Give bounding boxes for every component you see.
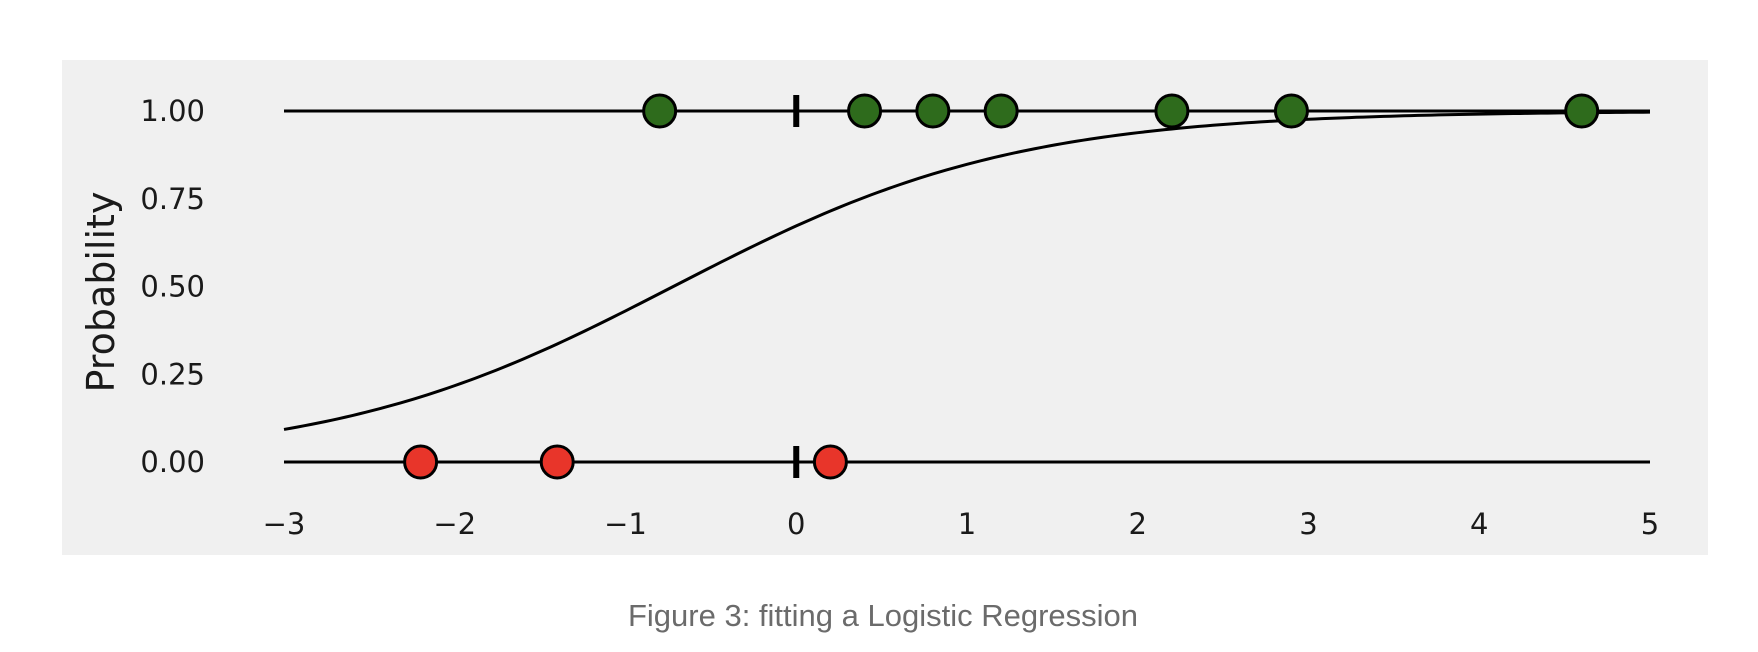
positive-point xyxy=(1273,93,1309,129)
class-lines xyxy=(284,109,1650,464)
x-tick-label: −1 xyxy=(604,507,647,541)
positive-point xyxy=(1564,93,1600,129)
negative-point xyxy=(403,444,439,480)
figure-caption: Figure 3: fitting a Logistic Regression xyxy=(628,598,1138,633)
y-tick-label: 0.25 xyxy=(140,357,205,391)
x-tick-label: 5 xyxy=(1641,507,1659,541)
negative-point xyxy=(539,444,575,480)
x-tick-label: 3 xyxy=(1299,507,1317,541)
positive-point xyxy=(983,93,1019,129)
x-tick-labels: −3 −2 −1 0 1 2 3 4 5 xyxy=(263,507,1660,541)
sigmoid-curve xyxy=(283,110,1651,431)
x-tick-label: 0 xyxy=(787,507,805,541)
y-tick-label: 0.00 xyxy=(140,445,205,479)
x-tick-label: −3 xyxy=(263,507,306,541)
y-tick-label: 1.00 xyxy=(140,94,205,128)
positive-point xyxy=(1154,93,1190,129)
y-tick-labels: 0.00 0.25 0.50 0.75 1.00 xyxy=(140,94,205,479)
y-tick-label: 0.75 xyxy=(140,182,205,216)
x-tick-label: 2 xyxy=(1129,507,1147,541)
x-tick-label: −2 xyxy=(433,507,476,541)
y-axis-label: Probability xyxy=(79,192,123,393)
positive-point xyxy=(915,93,951,129)
data-points xyxy=(403,93,1600,480)
plot-background xyxy=(62,60,1708,555)
y-tick-label: 0.50 xyxy=(140,270,205,304)
positive-point xyxy=(847,93,883,129)
negative-point xyxy=(812,444,848,480)
positive-point xyxy=(642,93,678,129)
x-tick-label: 1 xyxy=(958,507,976,541)
x-tick-label: 4 xyxy=(1470,507,1488,541)
